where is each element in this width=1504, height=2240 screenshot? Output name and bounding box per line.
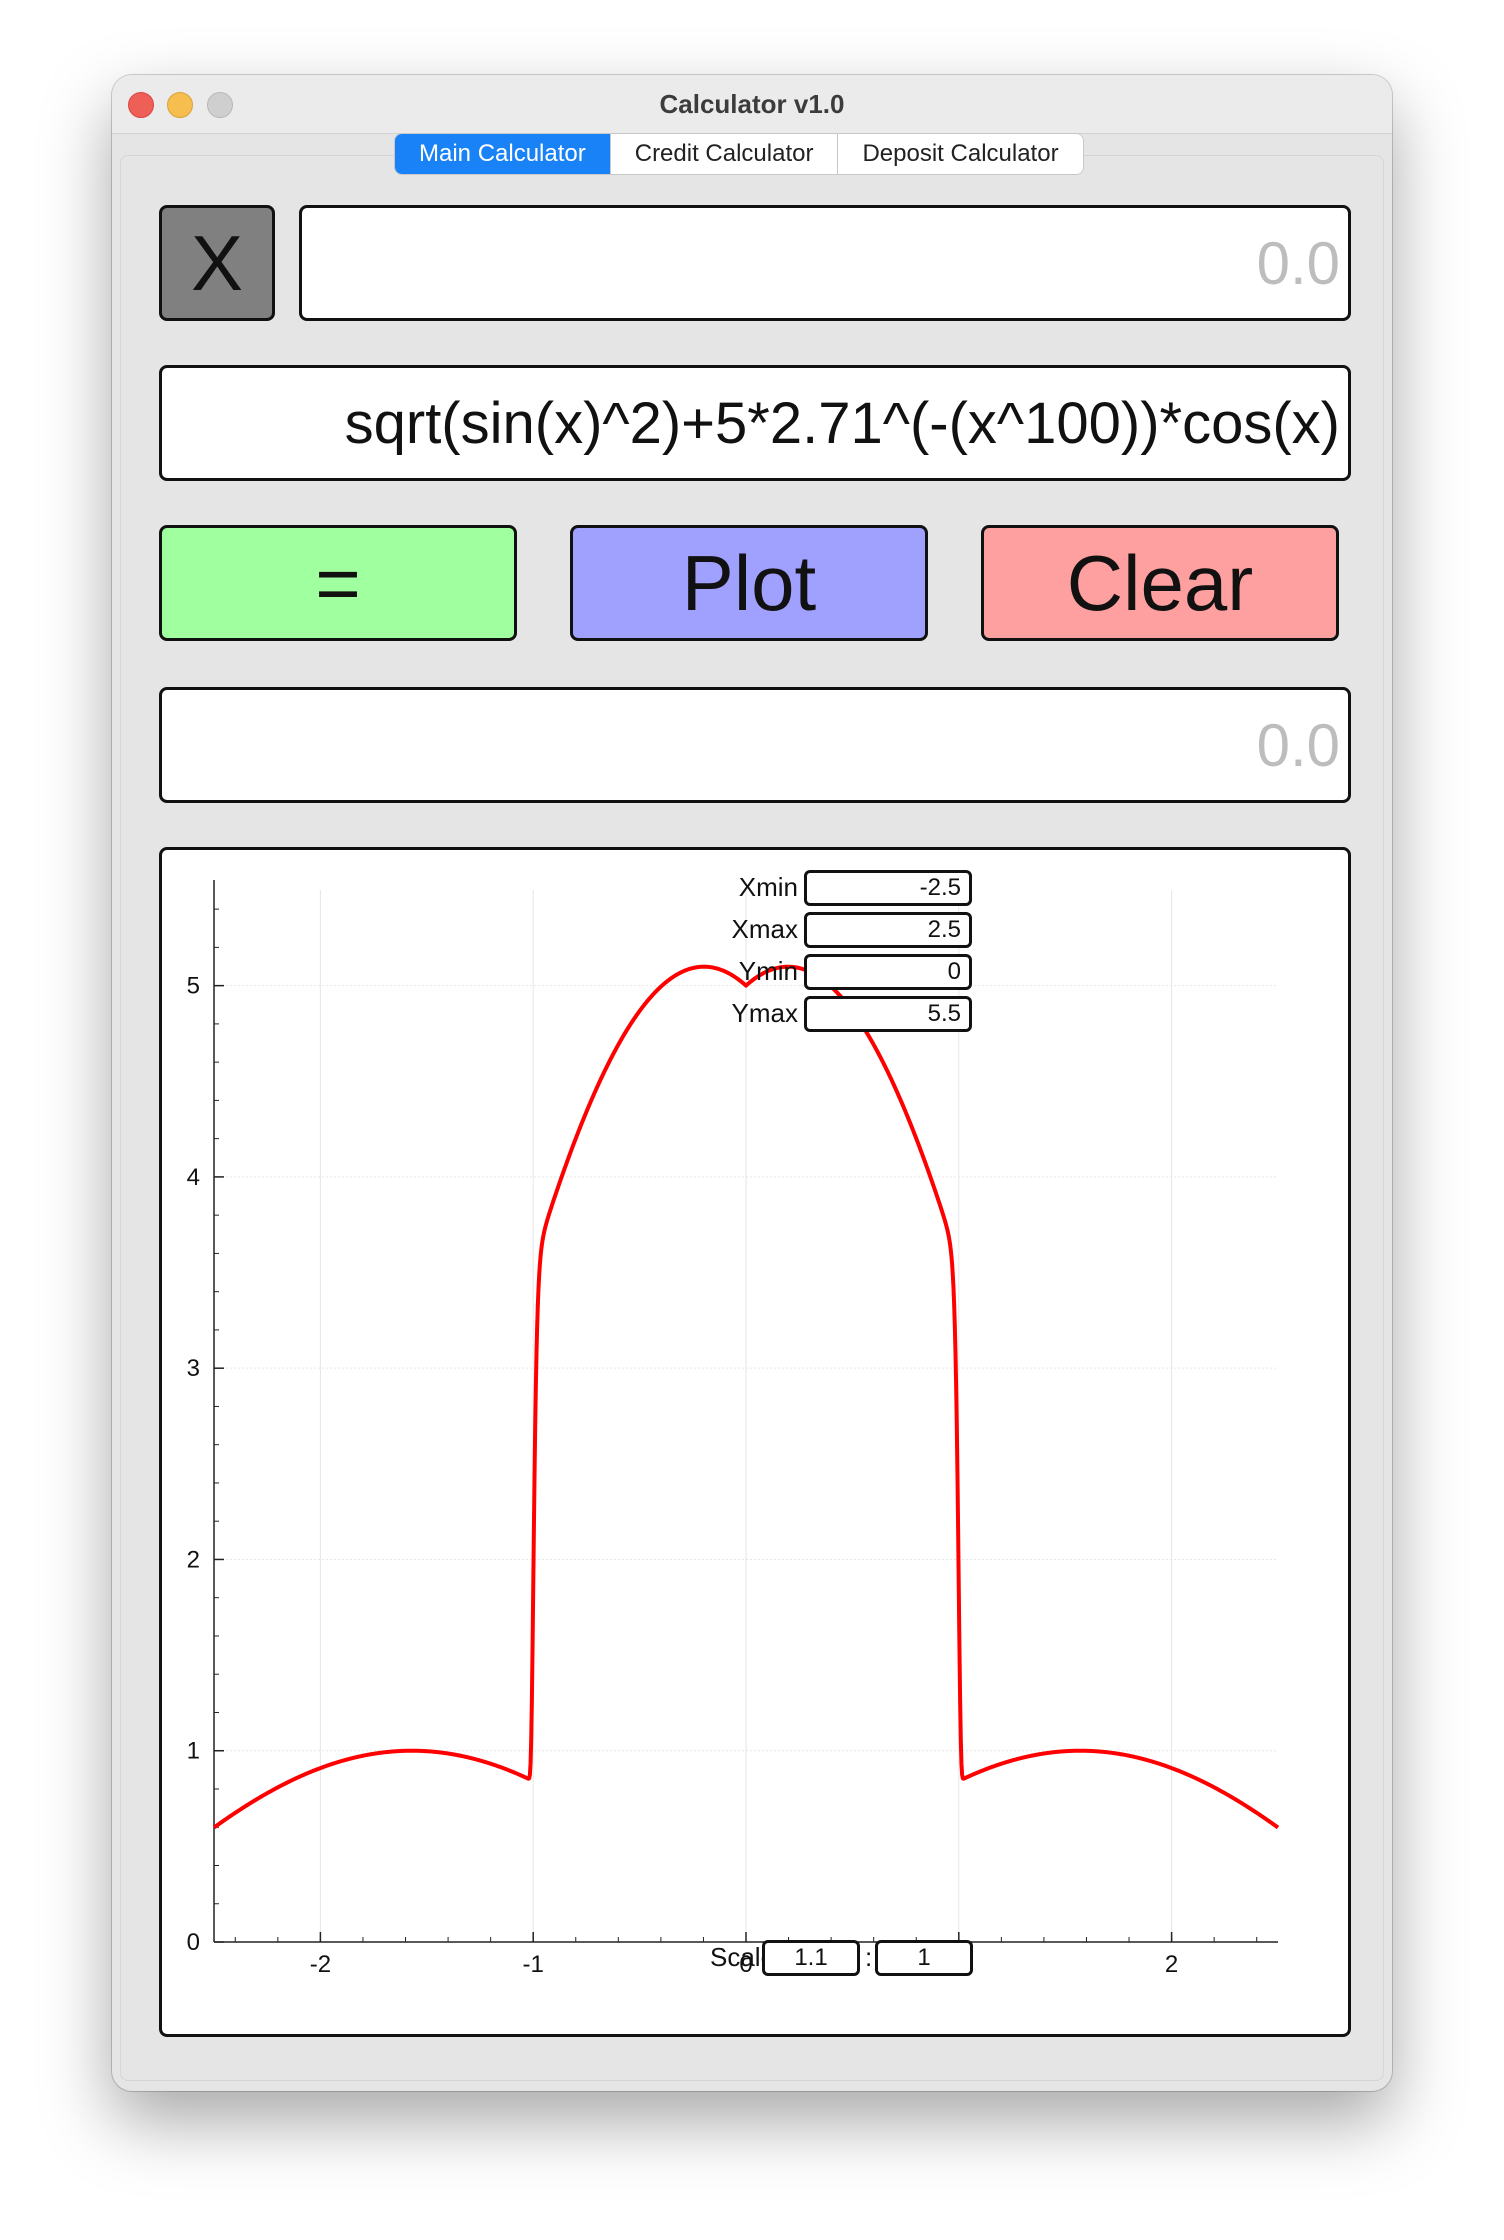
xmin-input[interactable]: -2.5 [804,870,972,906]
y-tick-label: 3 [187,1355,200,1382]
y-tick-label: 4 [187,1164,200,1191]
y-tick-label: 1 [187,1738,200,1765]
result-field: 0.0 [159,687,1351,803]
scale-x-input[interactable]: 1.1 [762,1940,860,1976]
ymin-input[interactable]: 0 [804,954,972,990]
close-window-button[interactable] [128,92,154,118]
x-tick-label: 0 [739,1951,752,1978]
plot-button[interactable]: Plot [570,525,928,641]
x-variable-button[interactable]: X [159,205,275,321]
plot-area[interactable]: -2-1012012345 Xmin -2.5 Xmax 2.5 Ymin 0 … [159,847,1351,2037]
tab-bar: Main Calculator Credit Calculator Deposi… [394,133,1084,175]
app-window: Calculator v1.0 Main Calculator Credit C… [112,75,1392,2091]
ymax-input[interactable]: 5.5 [804,996,972,1032]
y-tick-label: 2 [187,1546,200,1573]
xmin-label: Xmin [738,872,798,902]
y-tick-label: 0 [187,1929,200,1956]
minimize-window-button[interactable] [167,92,193,118]
tab-credit-calculator[interactable]: Credit Calculator [609,134,838,174]
x-value-field[interactable]: 0.0 [299,205,1351,321]
ymax-label: Ymax [731,998,798,1028]
xmax-label: Xmax [731,914,798,944]
tab-deposit-calculator[interactable]: Deposit Calculator [837,134,1083,174]
x-tick-label: 2 [1165,1951,1178,1978]
scale-separator: : [865,1942,873,1972]
scale-y-input[interactable]: 1 [875,1940,973,1976]
x-tick-label: -2 [310,1951,331,1978]
title-bar: Calculator v1.0 [112,75,1392,134]
equals-button[interactable]: = [159,525,517,641]
clear-button[interactable]: Clear [981,525,1339,641]
zoom-window-button[interactable] [207,92,233,118]
y-tick-label: 5 [187,973,200,1000]
tab-main-calculator[interactable]: Main Calculator [395,134,610,174]
ymin-label: Ymin [738,956,798,986]
function-plot: -2 -1 0 1 2 0 1 2 3 4 5 [187,880,1280,1978]
window-title: Calculator v1.0 [659,89,845,119]
function-curve [212,964,1280,1830]
x-tick-label: -1 [523,1951,544,1978]
expression-input[interactable]: sqrt(sin(x)^2)+5*2.71^(-(x^100))*cos(x) [159,365,1351,481]
xmax-input[interactable]: 2.5 [804,912,972,948]
